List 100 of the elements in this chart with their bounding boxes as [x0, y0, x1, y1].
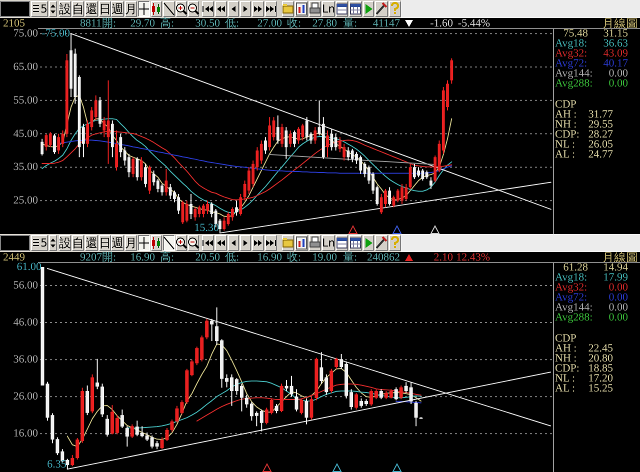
y-tick-label: 65.00: [13, 61, 38, 74]
text: 高:: [160, 16, 174, 30]
text: 15.25: [588, 382, 614, 394]
text: -5.44%: [458, 18, 490, 30]
text: 36.63: [603, 38, 628, 50]
text: CDP: [555, 98, 576, 110]
candlestick: [330, 128, 334, 151]
candlestick: [102, 116, 106, 138]
text: AL :: [555, 148, 576, 160]
candlestick: [310, 396, 314, 420]
text: 31.77: [588, 108, 614, 120]
candlestick: [274, 404, 278, 414]
candlestick: [396, 188, 400, 203]
text: Avg32:: [555, 48, 588, 60]
text: Avg288:: [555, 78, 593, 90]
y-tick-label: 55.00: [13, 94, 38, 106]
text: 9207: [80, 252, 102, 264]
text: 16.90: [257, 252, 282, 264]
text: Avg32:: [555, 282, 588, 294]
candlestick: [359, 155, 362, 174]
annotation: 6.35: [47, 458, 67, 470]
candlestick: [168, 183, 172, 200]
annotation: 61.00: [16, 261, 42, 274]
candlestick: [400, 183, 404, 204]
text: CDP:: [555, 362, 580, 374]
candlestick: [119, 133, 122, 158]
text: 0.00: [608, 282, 628, 294]
candlestick: [247, 166, 250, 194]
text: 收:: [287, 252, 302, 264]
candlestick: [304, 398, 308, 425]
candlestick: [297, 126, 300, 144]
candlestick: [330, 368, 334, 394]
text: 22.45: [588, 342, 614, 354]
candlestick: [70, 454, 74, 467]
text: 27.80: [312, 18, 338, 30]
candlestick: [292, 130, 296, 148]
candlestick: [417, 166, 420, 178]
candlestick: [96, 358, 100, 390]
text: 30.50: [195, 18, 220, 30]
text: Avg144:: [555, 68, 593, 80]
candlestick: [264, 136, 267, 154]
text: 17.20: [588, 372, 614, 384]
text: NL :: [555, 138, 576, 150]
candlestick: [354, 392, 358, 410]
text: 0.00: [608, 312, 628, 324]
candlestick: [148, 165, 152, 194]
candlestick: [177, 193, 180, 214]
text: Avg18:: [555, 272, 588, 284]
y-tick-label: 46.00: [13, 316, 38, 329]
annotation: -75.00: [42, 28, 71, 40]
text: 8811: [80, 18, 102, 30]
text: 18.85: [588, 362, 614, 374]
candlestick: [66, 458, 70, 470]
text: 41147: [372, 18, 400, 30]
text: -1.60: [430, 18, 454, 30]
candlestick: [115, 130, 118, 172]
text: 開:: [102, 18, 116, 30]
text: 低:: [225, 18, 240, 30]
candlestick: [230, 206, 234, 222]
candlestick: [40, 138, 44, 156]
candlestick: [140, 156, 143, 182]
text: 0.00: [608, 68, 628, 80]
text: AL :: [555, 382, 576, 394]
candlestick: [334, 133, 338, 151]
text: Avg72:: [555, 292, 588, 304]
candlestick: [98, 96, 102, 128]
text: 量:: [343, 18, 358, 30]
text: 26.05: [588, 138, 614, 150]
candlestick: [350, 148, 354, 163]
candlestick: [202, 203, 205, 218]
text: 5: [40, 2, 48, 16]
candlestick: [130, 424, 134, 439]
candlestick: [190, 193, 192, 220]
text: 29.70: [130, 18, 156, 30]
text: NH :: [555, 118, 577, 130]
y-tick-label: 75.00: [13, 28, 38, 40]
text: 低:: [225, 252, 240, 264]
candlestick: [48, 132, 52, 148]
candlestick: [239, 193, 242, 216]
text: 31.15: [603, 28, 628, 40]
candlestick: [105, 414, 109, 438]
candlestick: [235, 200, 238, 216]
candlestick: [379, 388, 383, 400]
text: 開:: [102, 252, 116, 264]
text: 2.10: [434, 252, 454, 264]
text: 75.48: [563, 28, 588, 40]
candlestick: [268, 116, 272, 151]
candlestick: [276, 114, 280, 144]
candlestick: [110, 120, 114, 158]
candlestick: [125, 426, 129, 448]
text: 0.00: [608, 292, 628, 304]
candlestick: [342, 143, 346, 162]
candlestick: [144, 163, 147, 188]
text: 19.00: [312, 252, 338, 264]
candlestick: [280, 123, 284, 148]
text: 61.28: [563, 262, 588, 274]
candlestick: [222, 216, 226, 232]
text: 16.90: [130, 252, 156, 264]
text: 40.17: [603, 58, 628, 70]
candlestick: [300, 398, 304, 415]
